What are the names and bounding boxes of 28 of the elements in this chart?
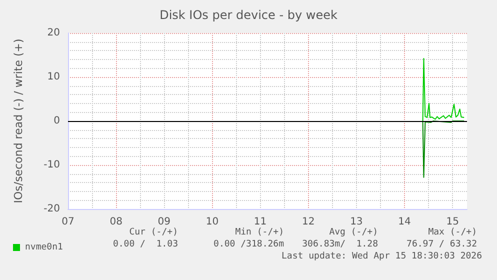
chart-title: Disk IOs per device - by week [160, 8, 338, 22]
line-series [422, 120, 465, 178]
text: 306.83m/ 1.28 [302, 240, 378, 250]
x-tick-label: 15 [446, 216, 459, 228]
text: Max (-/+) [428, 228, 477, 238]
legend-label: nvme0n1 [25, 242, 63, 252]
x-tick-label: 07 [62, 216, 74, 228]
x-tick-label: 14 [398, 216, 411, 228]
y-tick-label: 20 [47, 28, 60, 38]
text: Avg (-/+) [329, 228, 378, 238]
text: Last update: Wed Apr 15 18:30:03 2026 [282, 252, 482, 262]
text: Cur (-/+) [129, 228, 178, 238]
text: 0.00 /318.26m [214, 240, 284, 250]
x-tick-label: 11 [254, 216, 267, 228]
y-tick-label: -20 [44, 204, 60, 214]
x-tick-label: 12 [302, 216, 315, 228]
y-axis-title: IOs/second read (-) / write (+) [12, 38, 25, 204]
y-tick-label: 10 [47, 72, 60, 82]
text: 0.00 / 1.03 [112, 240, 178, 250]
x-tick-label: 08 [110, 216, 122, 228]
y-tick-label: -10 [44, 160, 60, 170]
text: Min (-/+) [235, 228, 284, 238]
text: 76.97 / 63.32 [406, 240, 477, 250]
y-tick-label: 0 [54, 116, 60, 126]
x-tick-label: 10 [206, 216, 219, 228]
x-tick-label: 13 [350, 216, 363, 228]
line-series [422, 58, 465, 122]
x-tick-label: 09 [158, 216, 171, 228]
